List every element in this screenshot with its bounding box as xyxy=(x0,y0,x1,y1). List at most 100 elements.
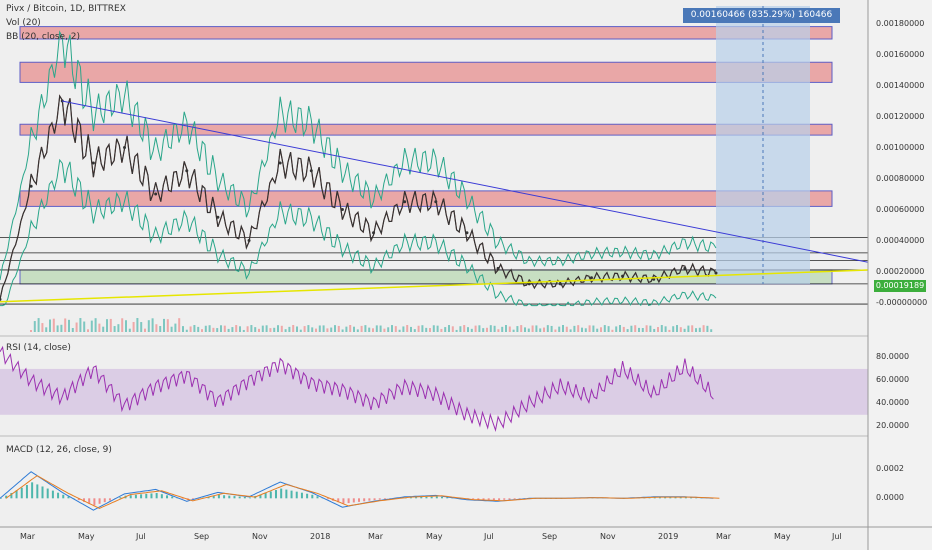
macd-histogram-bar xyxy=(368,498,371,501)
volume-bar xyxy=(296,326,298,332)
volume-bar xyxy=(372,328,374,332)
volume-bar xyxy=(448,325,450,332)
volume-bar xyxy=(429,328,431,332)
macd-histogram-bar xyxy=(472,498,475,500)
volume-bar xyxy=(341,329,344,332)
volume-bar xyxy=(71,328,74,332)
volume-bar xyxy=(155,324,158,332)
last-price-tag: 0.00019189 xyxy=(874,280,926,292)
volume-bar xyxy=(622,326,625,332)
volume-bar xyxy=(410,326,412,332)
price-point-19 xyxy=(558,282,562,286)
macd-histogram-bar xyxy=(415,497,418,499)
measure-label: 0.00160466 (835.29%) 160466 xyxy=(683,8,840,23)
volume-bar xyxy=(493,325,496,332)
macd-histogram-bar xyxy=(15,490,18,499)
volume-bar xyxy=(470,328,473,332)
volume-bar xyxy=(501,326,504,332)
volume-bar xyxy=(254,327,257,332)
macd-histogram-bar xyxy=(166,495,169,499)
volume-bar xyxy=(223,325,226,332)
volume-bar xyxy=(520,325,523,332)
volume-bar xyxy=(102,326,105,332)
macd-histogram-bar xyxy=(103,498,106,503)
volume-bar xyxy=(337,325,340,332)
macd-histogram-bar xyxy=(0,498,2,499)
macd-histogram-bar xyxy=(498,498,501,501)
time-tick-label: Mar xyxy=(20,532,36,541)
volume-bar xyxy=(649,325,652,332)
volume-bar xyxy=(185,329,188,332)
volume-bar xyxy=(166,319,169,332)
volume-bar xyxy=(584,328,587,332)
resistance-zone-3[interactable] xyxy=(19,123,833,136)
volume-bar xyxy=(322,325,325,332)
macd-histogram-bar xyxy=(233,496,236,499)
volume-bar xyxy=(512,329,515,332)
macd-signal-line xyxy=(5,475,720,509)
macd-histogram-bar xyxy=(10,492,13,499)
volume-bar xyxy=(201,329,203,332)
volume-bar xyxy=(140,322,143,332)
symbol-title: Pivx / Bitcoin, 1D, BITTREX xyxy=(6,4,126,14)
volume-bar xyxy=(474,325,477,332)
volume-bar xyxy=(687,325,690,332)
macd-histogram-bar xyxy=(674,497,677,499)
price-point-1 xyxy=(0,297,2,301)
macd-histogram-bar xyxy=(482,498,485,500)
macd-histogram-bar xyxy=(238,496,241,499)
macd-histogram-bar xyxy=(690,497,693,499)
volume-bar xyxy=(113,326,116,332)
volume-bar xyxy=(125,320,127,332)
volume-bar xyxy=(379,325,382,332)
volume-bar xyxy=(159,326,162,332)
volume-bar xyxy=(117,324,120,332)
price-tick-label: 0.00120000 xyxy=(876,111,925,121)
macd-histogram-bar xyxy=(181,498,184,499)
resistance-zone-2[interactable] xyxy=(19,61,833,83)
macd-histogram-bar xyxy=(41,486,44,499)
volume-bar xyxy=(193,325,196,332)
macd-histogram-bar xyxy=(5,495,8,499)
price-series-line[interactable] xyxy=(0,94,717,300)
volume-bar xyxy=(539,328,542,332)
volume-bar xyxy=(577,325,580,332)
macd-histogram-bar xyxy=(20,487,23,499)
price-tick-label: 0.00140000 xyxy=(876,80,925,90)
price-point-14 xyxy=(403,200,407,204)
macd-histogram-bar xyxy=(249,497,252,499)
macd-histogram-bar xyxy=(108,498,111,501)
support-zone[interactable] xyxy=(19,269,833,285)
volume-bar xyxy=(626,329,629,332)
macd-histogram-bar xyxy=(62,494,65,499)
rsi-line[interactable] xyxy=(0,345,714,433)
volume-bar xyxy=(588,325,591,332)
volume-bar xyxy=(543,327,545,332)
ascending-support-line[interactable] xyxy=(0,269,869,303)
time-tick-label: Mar xyxy=(716,532,732,541)
volume-bar xyxy=(109,318,112,332)
price-tick-label: 0.00180000 xyxy=(876,18,925,28)
macd-histogram-bar xyxy=(518,498,521,499)
macd-histogram-bar xyxy=(31,482,34,499)
resistance-zone-1[interactable] xyxy=(19,26,833,40)
time-tick-label: Jul xyxy=(832,532,842,541)
macd-histogram-bar xyxy=(98,498,101,504)
macd-histogram-bar xyxy=(129,495,132,499)
rsi-legend: RSI (14, close) xyxy=(6,343,71,353)
volume-bar xyxy=(303,326,306,332)
volume-bar xyxy=(349,325,352,332)
macd-histogram-bar xyxy=(409,497,412,499)
descending-trendline[interactable] xyxy=(61,100,869,263)
volume-bar xyxy=(638,327,640,332)
price-tick-label: 0.00100000 xyxy=(876,142,925,152)
volume-bar xyxy=(535,325,538,332)
macd-histogram-bar xyxy=(25,485,28,499)
volume-bar xyxy=(413,329,416,332)
macd-histogram-bar xyxy=(119,497,122,499)
volume-bar xyxy=(645,325,648,332)
volume-bar xyxy=(170,326,173,332)
macd-histogram-bar xyxy=(160,494,163,499)
